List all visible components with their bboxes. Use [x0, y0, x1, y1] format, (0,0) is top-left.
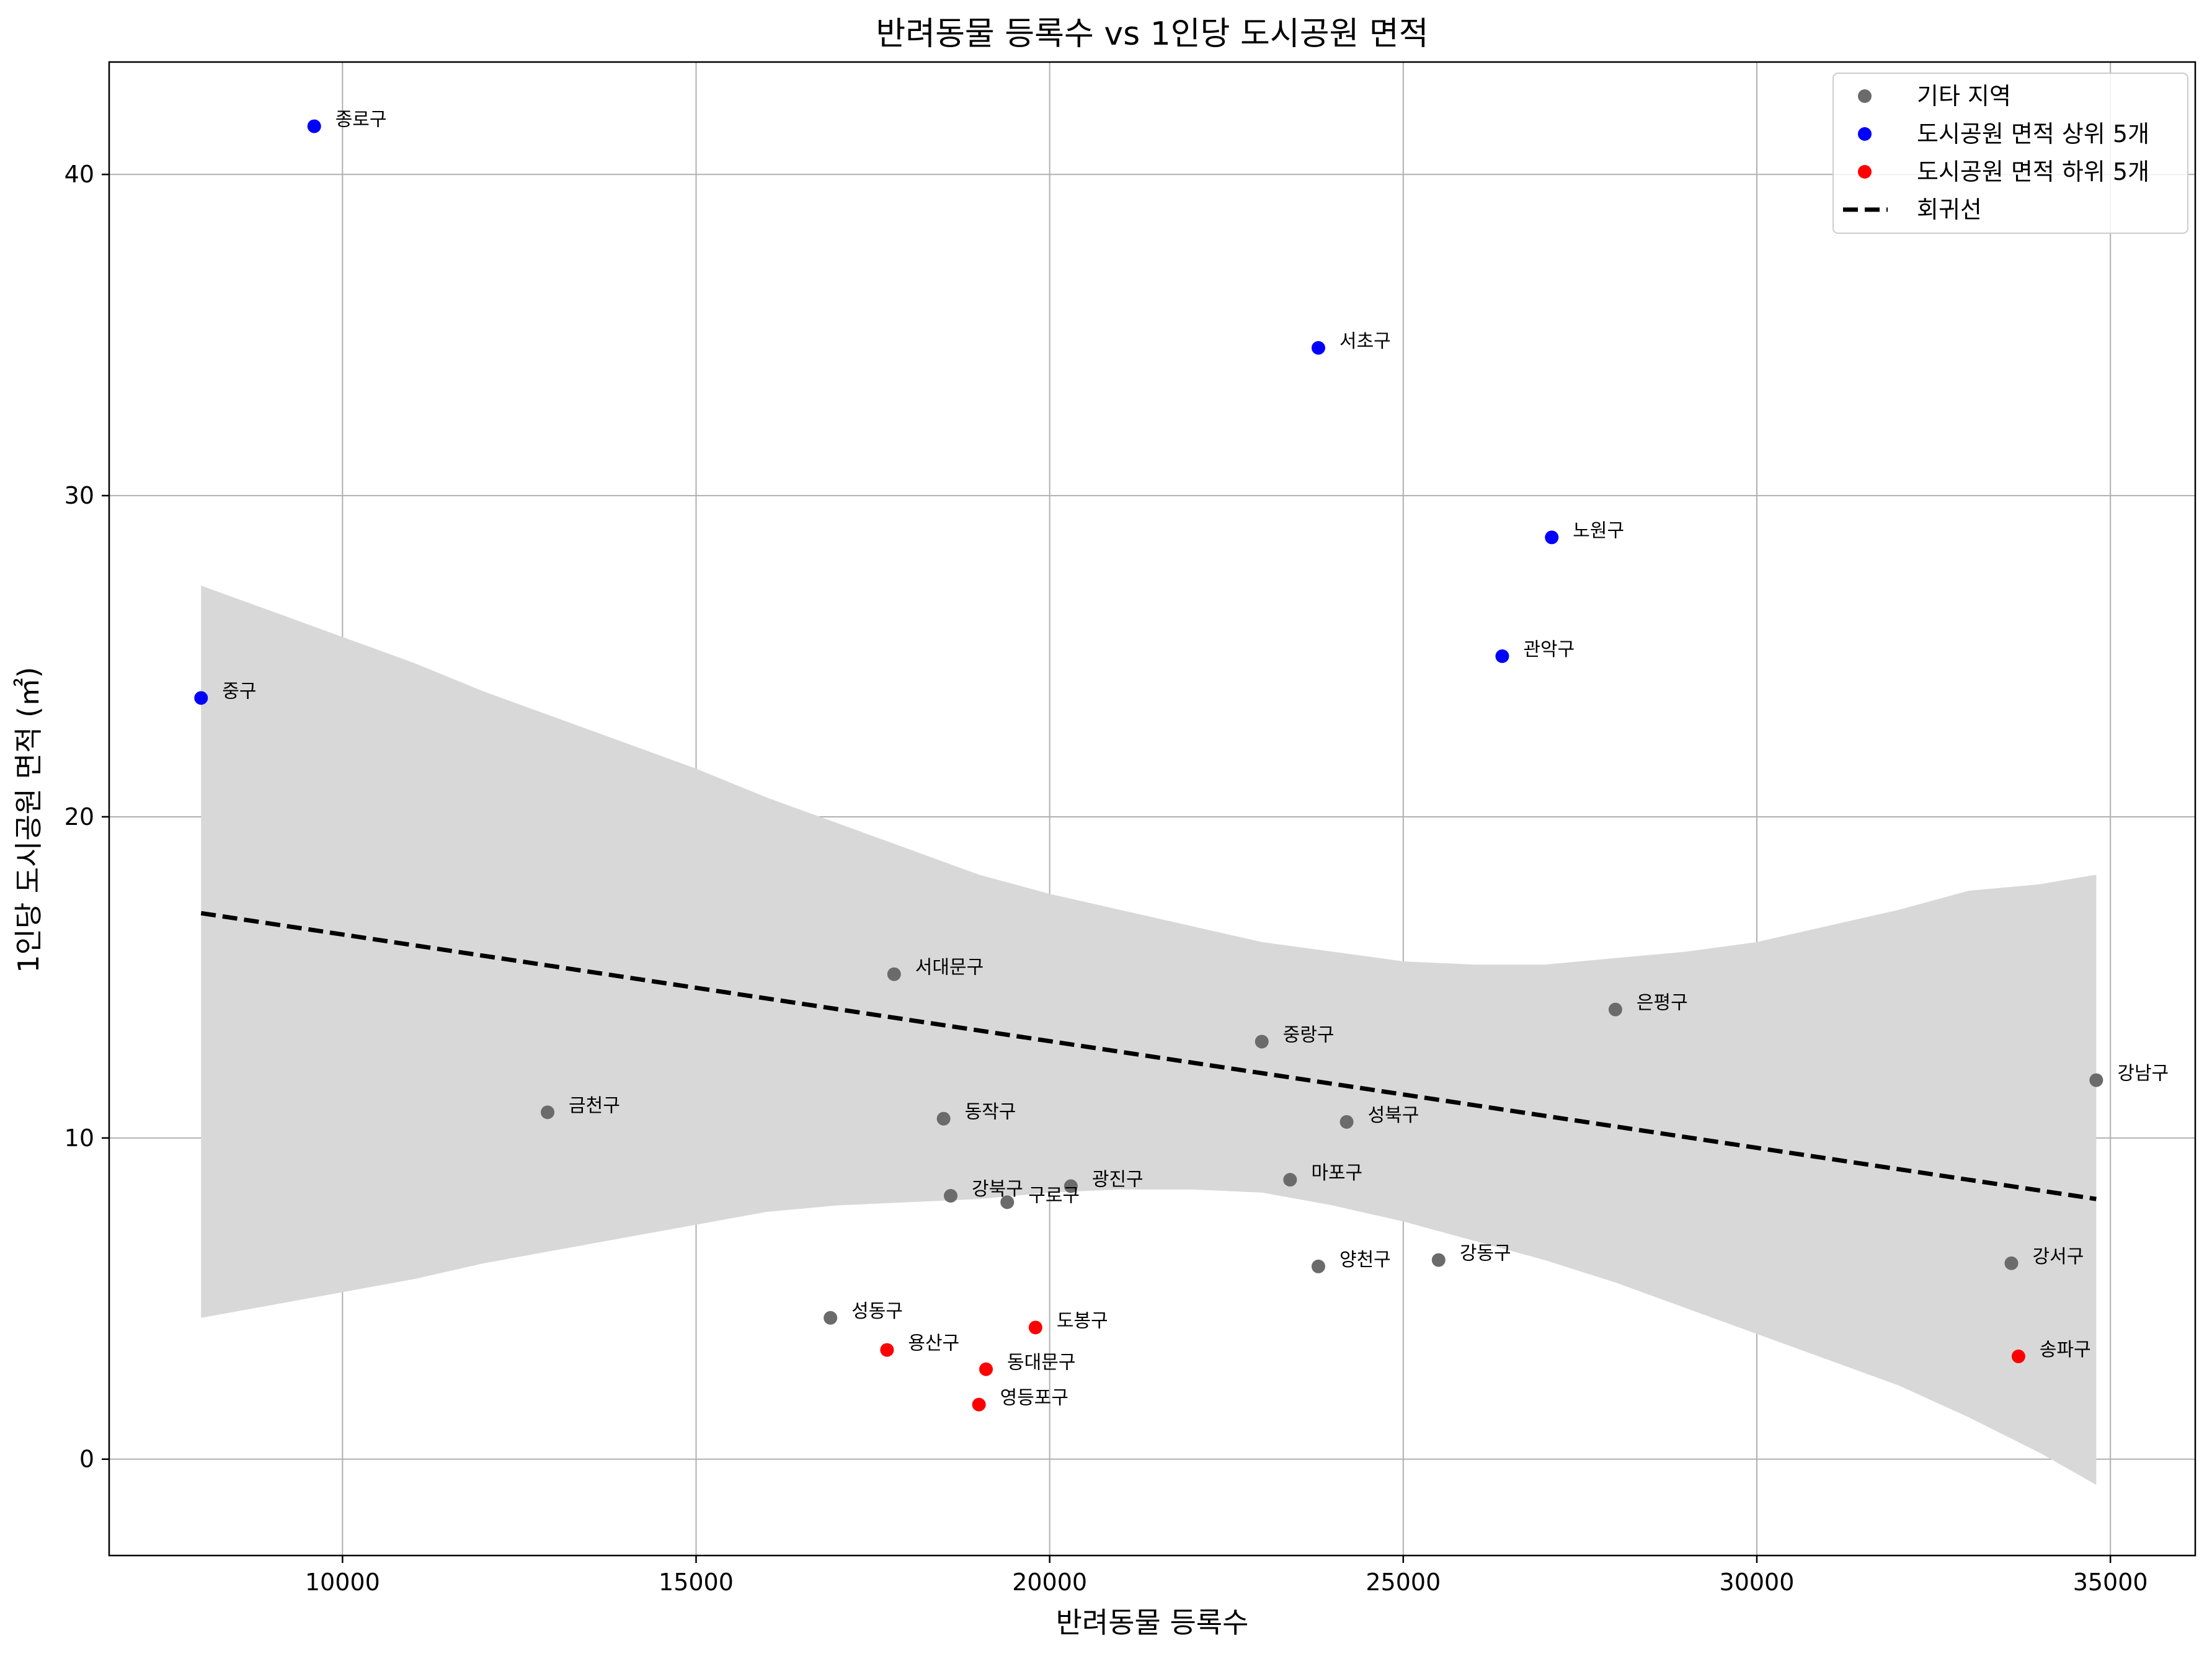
- data-point: [1000, 1195, 1015, 1209]
- y-tick-label: 10: [64, 1124, 94, 1152]
- data-point: [1339, 1115, 1354, 1129]
- point-label: 송파구: [2040, 1339, 2091, 1361]
- y-tick-label: 40: [64, 161, 94, 188]
- data-point: [944, 1189, 958, 1203]
- point-label: 서대문구: [915, 957, 984, 979]
- x-tick-label: 35000: [2073, 1569, 2148, 1596]
- data-point: [194, 691, 208, 705]
- confidence-band: [201, 585, 2097, 1485]
- legend-label: 도시공원 면적 하위 5개: [1917, 158, 2149, 185]
- data-point: [2004, 1256, 2019, 1270]
- y-tick-label: 0: [79, 1446, 94, 1473]
- point-label: 동대문구: [1007, 1352, 1075, 1374]
- data-point: [1311, 1259, 1325, 1273]
- legend-marker: [1858, 89, 1872, 103]
- point-label: 관악구: [1523, 639, 1575, 661]
- point-label: 은평구: [1637, 992, 1688, 1014]
- legend-label: 회귀선: [1917, 196, 1982, 223]
- data-point: [1283, 1173, 1297, 1187]
- data-point: [1064, 1179, 1078, 1193]
- x-tick-label: 15000: [659, 1569, 734, 1596]
- x-tick-label: 20000: [1012, 1569, 1087, 1596]
- axis-ticks: 10000 15000 20000 25000 30000 35000 0 10 20 30 40: [64, 161, 2148, 1596]
- data-point: [824, 1311, 838, 1325]
- point-label: 서초구: [1339, 331, 1391, 352]
- data-points: [194, 119, 2103, 1412]
- point-label: 중구: [222, 680, 256, 702]
- y-axis-title: 1인당 도시공원 면적 (㎡): [12, 667, 45, 973]
- point-label: 강남구: [2117, 1063, 2169, 1085]
- point-label: 성동구: [851, 1301, 903, 1322]
- legend-marker: [1858, 127, 1872, 141]
- data-point: [541, 1105, 555, 1120]
- point-label: 중랑구: [1283, 1024, 1335, 1046]
- regression-line: [200, 910, 2097, 1201]
- data-point: [1311, 341, 1325, 355]
- legend-marker: [1858, 165, 1872, 179]
- data-point: [1255, 1035, 1269, 1049]
- x-tick-label: 10000: [305, 1569, 380, 1596]
- regression-line-group: [200, 910, 2097, 1201]
- data-point: [1028, 1320, 1042, 1335]
- data-point: [936, 1111, 951, 1126]
- point-label: 동작구: [965, 1102, 1016, 1123]
- x-axis-title: 반려동물 등록수: [1056, 1606, 1249, 1639]
- data-point: [1495, 649, 1509, 664]
- data-point: [880, 1343, 894, 1357]
- x-tick-label: 25000: [1366, 1569, 1441, 1596]
- data-point: [2011, 1349, 2025, 1363]
- data-point: [307, 119, 321, 133]
- data-point: [2089, 1073, 2103, 1087]
- data-point: [1545, 530, 1559, 545]
- legend-box: [1832, 73, 2188, 234]
- point-label: 광진구: [1092, 1169, 1144, 1190]
- data-point: [972, 1397, 986, 1412]
- point-label: 용산구: [908, 1333, 959, 1355]
- point-label: 노원구: [1573, 520, 1624, 541]
- point-label: 강서구: [2033, 1246, 2084, 1268]
- point-label: 영등포구: [1000, 1387, 1068, 1409]
- legend-label: 기타 지역: [1917, 82, 2011, 110]
- point-label: 도봉구: [1057, 1310, 1108, 1332]
- chart-title: 반려동물 등록수 vs 1인당 도시공원 면적: [876, 16, 1428, 53]
- point-label: 구로구: [1028, 1185, 1080, 1206]
- point-label: 종로구: [335, 109, 387, 131]
- point-label: 강북구: [972, 1178, 1023, 1200]
- confidence-band-group: [201, 585, 2097, 1485]
- point-label: 성북구: [1368, 1105, 1419, 1126]
- plot-frame: [108, 61, 2196, 1557]
- point-label: 강동구: [1460, 1243, 1511, 1265]
- point-label: 양천구: [1339, 1249, 1391, 1271]
- legend-label: 도시공원 면적 상위 5개: [1917, 120, 2149, 148]
- data-point: [887, 967, 901, 981]
- y-tick-label: 30: [64, 482, 94, 509]
- x-tick-label: 30000: [1720, 1569, 1795, 1596]
- point-label: 마포구: [1311, 1162, 1362, 1184]
- data-point: [1431, 1253, 1446, 1267]
- point-label: 금천구: [569, 1095, 620, 1116]
- data-point: [979, 1362, 993, 1376]
- data-point: [1608, 1002, 1622, 1017]
- y-tick-label: 20: [64, 803, 94, 830]
